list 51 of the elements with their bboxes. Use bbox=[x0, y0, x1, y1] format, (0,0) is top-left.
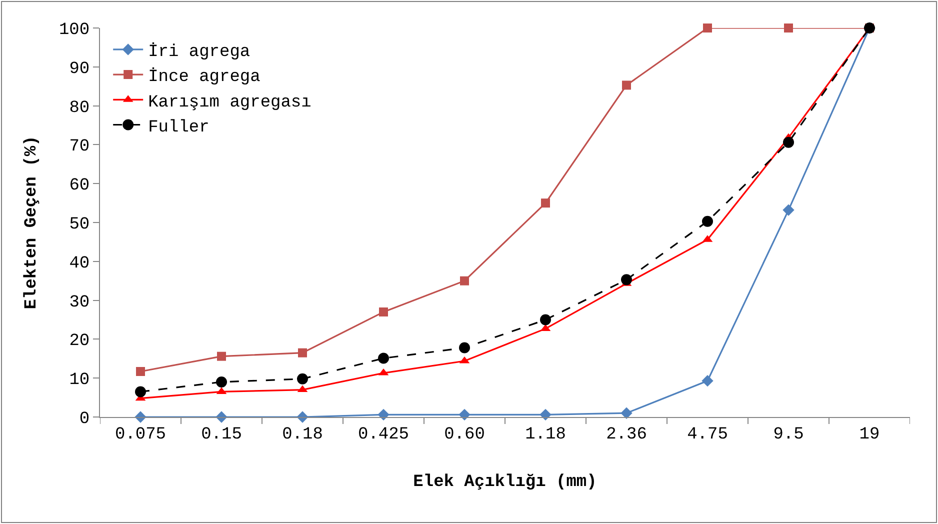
point bbox=[298, 348, 307, 358]
point bbox=[621, 274, 632, 286]
point bbox=[297, 373, 308, 384]
point bbox=[622, 80, 631, 90]
y-tick-label: 90 bbox=[69, 60, 90, 79]
point bbox=[784, 24, 793, 32]
x-tick-label: 0.15 bbox=[201, 425, 242, 444]
x-tick-label: 19 bbox=[859, 425, 880, 444]
point bbox=[378, 352, 389, 364]
legend-label: Karışım agregası bbox=[148, 93, 312, 112]
point bbox=[379, 307, 388, 316]
y-tick-label: 80 bbox=[69, 98, 90, 118]
point bbox=[620, 407, 632, 419]
y-tick-label: 60 bbox=[69, 176, 90, 196]
x-axis-title: Elek Açıklığı (mm) bbox=[413, 472, 597, 492]
x-tick-label: 2.36 bbox=[606, 425, 647, 444]
y-tick-label: 20 bbox=[69, 332, 90, 352]
y-tick-label: 30 bbox=[69, 293, 90, 312]
point bbox=[540, 408, 552, 421]
y-tick-label: 100 bbox=[58, 20, 90, 40]
y-axis-title: Elekten Geçen (%) bbox=[22, 136, 42, 310]
point bbox=[782, 204, 794, 216]
x-tick-label: 9.5 bbox=[773, 425, 804, 444]
y-tick-label: 0 bbox=[79, 410, 90, 429]
y-tick-label: 10 bbox=[69, 371, 90, 390]
x-tick-label: 0.60 bbox=[444, 425, 485, 444]
y-tick-label: 50 bbox=[69, 215, 90, 234]
point bbox=[135, 386, 146, 398]
x-tick-label: 1.18 bbox=[525, 425, 566, 444]
point bbox=[216, 376, 227, 388]
x-tick-label: 4.75 bbox=[687, 425, 728, 444]
legend-label: Fuller bbox=[148, 118, 210, 138]
point bbox=[783, 136, 794, 148]
point bbox=[541, 198, 550, 208]
point bbox=[460, 276, 469, 286]
point bbox=[703, 24, 712, 32]
point bbox=[459, 342, 470, 354]
point bbox=[540, 314, 551, 326]
point bbox=[136, 366, 145, 376]
legend-label: İnce agrega bbox=[148, 67, 260, 88]
x-tick-label: 0.18 bbox=[282, 425, 323, 444]
y-tick-label: 40 bbox=[69, 254, 90, 274]
x-tick-label: 0.075 bbox=[114, 425, 166, 444]
point bbox=[458, 408, 470, 421]
point bbox=[378, 408, 390, 421]
legend-label: İri agrega bbox=[148, 42, 250, 62]
point bbox=[702, 374, 714, 387]
point bbox=[217, 352, 226, 361]
point bbox=[702, 216, 713, 227]
y-tick-label: 70 bbox=[69, 138, 90, 157]
x-tick-label: 0.425 bbox=[358, 425, 410, 444]
